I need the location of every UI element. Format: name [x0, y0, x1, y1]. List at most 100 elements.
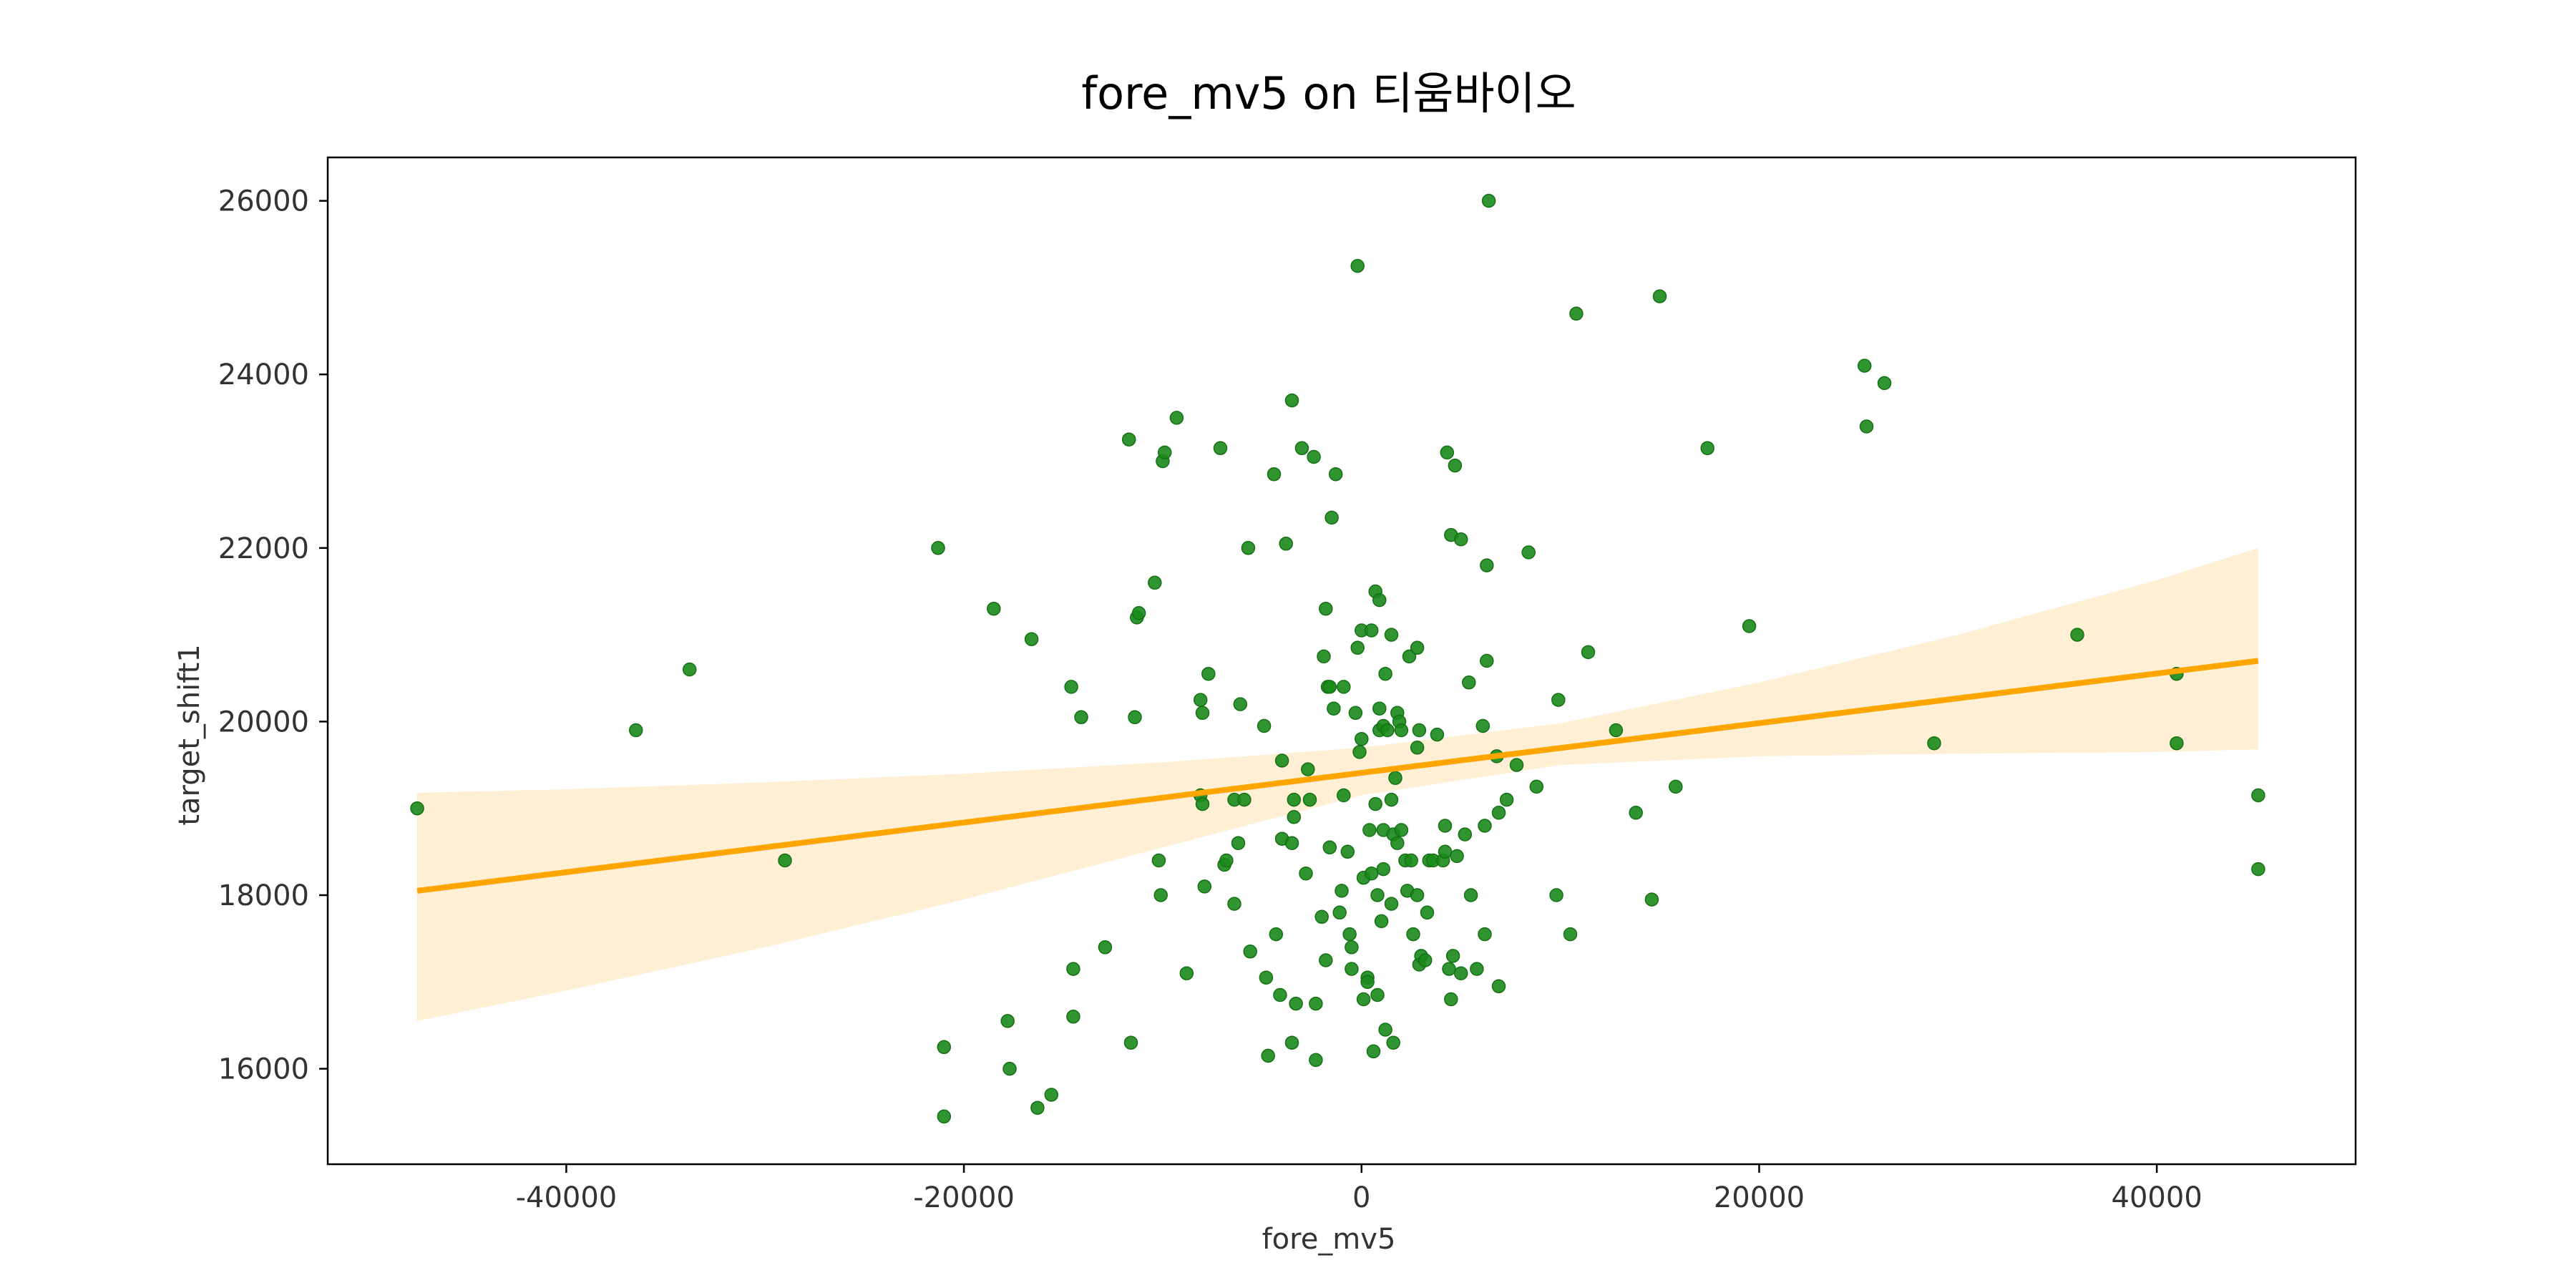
scatter-point — [628, 723, 643, 738]
scatter-point — [1438, 819, 1453, 833]
scatter-point — [1237, 792, 1252, 807]
scatter-point — [1148, 575, 1162, 590]
scatter-point — [937, 1040, 952, 1055]
scatter-point — [682, 662, 697, 677]
scatter-point — [1563, 927, 1578, 942]
scatter-point — [1404, 853, 1418, 868]
plot-frame — [326, 156, 2357, 1166]
scatter-point — [1098, 940, 1113, 955]
scatter-point — [1378, 1023, 1392, 1037]
scatter-point — [1453, 532, 1468, 547]
scatter-point — [1322, 840, 1337, 855]
chart-title: fore_mv5 on 티움바이오 — [1081, 67, 1576, 119]
scatter-point — [1444, 992, 1458, 1007]
x-axis-label: fore_mv5 — [1262, 1223, 1396, 1256]
scatter-point — [1324, 510, 1339, 525]
y-tick-label: 22000 — [218, 532, 309, 565]
scatter-point — [1319, 953, 1333, 967]
scatter-point — [1287, 792, 1302, 807]
y-tick-label: 16000 — [218, 1053, 309, 1086]
scatter-point — [1491, 806, 1506, 820]
scatter-point — [1195, 796, 1210, 811]
scatter-point — [1478, 819, 1492, 833]
scatter-point — [1074, 710, 1088, 725]
x-tick-label: -40000 — [516, 1181, 618, 1214]
scatter-point — [1418, 953, 1433, 967]
scatter-point — [1350, 640, 1365, 655]
scatter-point — [1355, 731, 1369, 746]
scatter-point — [1131, 606, 1146, 620]
scatter-point — [1227, 897, 1241, 911]
scatter-point — [1284, 393, 1299, 408]
scatter-point — [1370, 888, 1385, 902]
scatter-point — [1438, 844, 1453, 859]
scatter-point — [1002, 1061, 1017, 1076]
scatter-point — [1319, 601, 1333, 616]
scatter-point — [1356, 992, 1371, 1007]
scatter-point — [2251, 862, 2265, 877]
scatter-point — [1478, 927, 1492, 942]
scatter-point — [1273, 987, 1287, 1002]
scatter-point — [931, 541, 945, 555]
scatter-point — [1000, 1014, 1015, 1028]
scatter-point — [1332, 905, 1347, 920]
scatter-point — [1420, 905, 1435, 920]
scatter-point — [1380, 723, 1395, 738]
scatter-point — [1462, 675, 1476, 690]
confidence-band-layer — [417, 547, 2258, 1021]
scatter-point — [1509, 758, 1524, 772]
scatter-point — [1121, 432, 1136, 447]
scatter-point — [1700, 441, 1714, 456]
scatter-point — [1366, 1044, 1381, 1059]
scatter-point — [1364, 623, 1379, 638]
scatter-point — [1307, 449, 1321, 464]
scatter-point — [1857, 358, 1872, 373]
scatter-point — [1378, 666, 1392, 681]
scatter-point — [1345, 940, 1359, 955]
scatter-point — [1742, 619, 1757, 633]
scatter-point — [1480, 653, 1494, 668]
scatter-point — [1274, 753, 1289, 768]
scatter-point — [1151, 853, 1166, 868]
regression-line-layer — [416, 658, 2259, 894]
scatter-point — [1314, 909, 1329, 924]
scatter-point — [1364, 866, 1379, 881]
scatter-point — [1123, 1035, 1138, 1050]
scatter-point — [1231, 836, 1246, 850]
scatter-point — [1453, 966, 1468, 980]
scatter-point — [1402, 649, 1417, 664]
scatter-point — [1569, 306, 1584, 321]
scatter-point — [1410, 640, 1425, 655]
scatter-point — [1386, 1035, 1400, 1050]
scatter-point — [1066, 1010, 1080, 1024]
scatter-point — [1064, 680, 1078, 694]
scatter-point — [1335, 884, 1349, 898]
scatter-point — [1317, 649, 1331, 664]
x-tick-label: -20000 — [913, 1181, 1015, 1214]
x-tick-label: 0 — [1352, 1181, 1370, 1214]
scatter-point — [1609, 723, 1624, 738]
scatter-point — [1261, 1048, 1275, 1063]
scatter-point — [1337, 680, 1351, 694]
scatter-point — [1440, 445, 1455, 460]
scatter-point — [1491, 979, 1506, 994]
scatter-point — [1257, 718, 1272, 733]
scatter-point — [1345, 962, 1359, 976]
scatter-point — [1219, 853, 1234, 868]
scatter-point — [1448, 458, 1463, 473]
scatter-point — [1233, 697, 1248, 711]
scatter-point — [1480, 558, 1494, 572]
scatter-point — [1394, 823, 1409, 837]
scatter-point — [1463, 888, 1478, 902]
scatter-point — [1410, 741, 1425, 755]
scatter-point — [1243, 945, 1257, 959]
scatter-point — [1169, 411, 1184, 425]
scatter-point — [1372, 592, 1387, 608]
scatter-point — [1284, 1035, 1299, 1050]
scatter-point — [1644, 892, 1659, 907]
scatter-point — [1551, 693, 1566, 707]
scatter-point — [1927, 736, 1941, 751]
scatter-point — [1376, 862, 1391, 877]
scatter-point — [1529, 779, 1544, 794]
scatter-point — [1153, 888, 1168, 902]
